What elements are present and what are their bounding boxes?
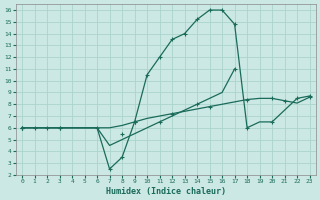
X-axis label: Humidex (Indice chaleur): Humidex (Indice chaleur) [106,187,226,196]
